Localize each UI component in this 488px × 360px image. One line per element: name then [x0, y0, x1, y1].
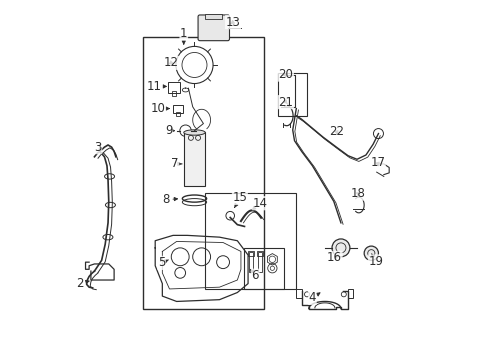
- Bar: [167, 82, 180, 93]
- Bar: [347, 289, 353, 298]
- Circle shape: [331, 239, 349, 257]
- Text: 14: 14: [251, 197, 267, 210]
- Bar: [183, 132, 205, 186]
- Bar: [205, 193, 296, 289]
- Bar: [172, 91, 176, 96]
- Text: 4: 4: [308, 291, 319, 305]
- Text: 8: 8: [162, 193, 177, 206]
- Bar: [244, 248, 283, 289]
- Text: 6: 6: [250, 269, 259, 282]
- Bar: [248, 252, 252, 272]
- Text: 5: 5: [158, 256, 168, 269]
- Circle shape: [364, 246, 378, 260]
- Bar: [173, 105, 183, 113]
- FancyBboxPatch shape: [198, 15, 229, 41]
- Bar: [257, 251, 262, 256]
- Text: 7: 7: [171, 157, 182, 170]
- Text: 21: 21: [278, 96, 293, 109]
- Text: 11: 11: [147, 80, 166, 93]
- Bar: [176, 112, 180, 116]
- Text: 17: 17: [369, 156, 385, 169]
- Bar: [258, 252, 261, 272]
- Text: 22: 22: [328, 125, 344, 138]
- Text: 19: 19: [367, 254, 383, 268]
- Bar: [142, 37, 264, 309]
- Text: 1: 1: [180, 27, 187, 44]
- Text: 15: 15: [232, 192, 247, 207]
- Bar: [205, 14, 222, 18]
- Bar: [278, 73, 306, 116]
- Text: 16: 16: [326, 251, 341, 264]
- Bar: [296, 289, 301, 298]
- Text: 18: 18: [350, 187, 365, 200]
- Ellipse shape: [183, 130, 205, 135]
- Text: 3: 3: [94, 141, 102, 154]
- Text: 20: 20: [278, 68, 293, 81]
- Text: 9: 9: [164, 124, 174, 137]
- Text: 10: 10: [150, 102, 169, 115]
- Text: 2: 2: [76, 277, 89, 290]
- Text: 12: 12: [163, 56, 179, 69]
- Bar: [247, 251, 253, 256]
- Text: 13: 13: [225, 15, 240, 28]
